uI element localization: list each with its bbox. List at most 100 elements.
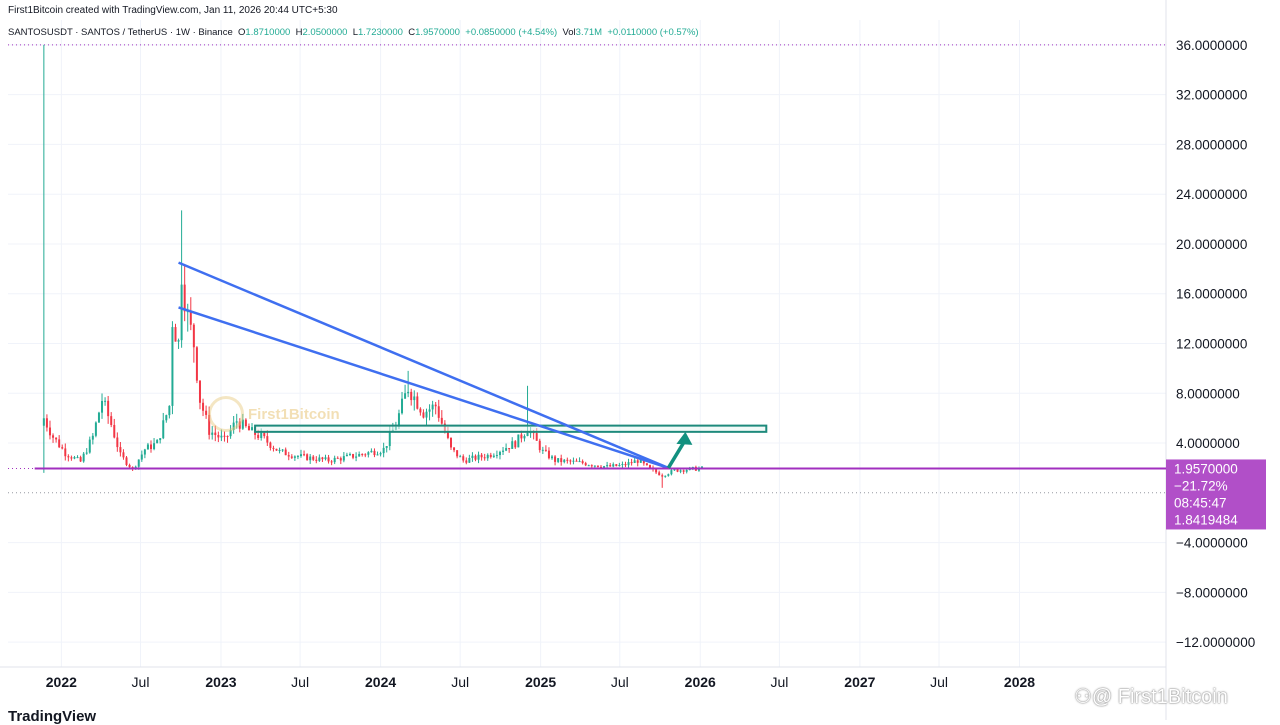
- candle-body: [514, 441, 517, 448]
- candle-body: [404, 393, 407, 399]
- candle-body: [498, 451, 501, 456]
- candle-body: [76, 457, 79, 459]
- candle-body: [192, 324, 195, 348]
- candle-body: [137, 459, 140, 467]
- candle-body: [189, 311, 192, 325]
- candle-body: [673, 469, 676, 471]
- candle-body: [468, 457, 471, 463]
- candle-body: [64, 448, 67, 457]
- candle-body: [220, 435, 223, 438]
- candle-body: [358, 454, 361, 457]
- candle-body: [263, 432, 266, 437]
- candle-body: [208, 414, 211, 435]
- candle-body: [544, 449, 547, 451]
- candle-body: [309, 456, 312, 461]
- candle-body: [156, 440, 159, 444]
- high-label: H: [295, 27, 303, 38]
- candle-body: [511, 441, 514, 449]
- time-tick-label: 2025: [525, 674, 556, 690]
- candle-body: [214, 432, 217, 436]
- candle-body: [425, 411, 428, 418]
- candle-body: [474, 455, 477, 460]
- candle-body: [615, 464, 618, 467]
- breakout-arrow: [666, 438, 687, 469]
- symbol-info[interactable]: SANTOSUSDT · SANTOS / TetherUS · 1W · Bi…: [8, 27, 233, 38]
- candle-body: [505, 448, 508, 451]
- candle-body: [624, 464, 627, 466]
- change-value: +0.0850000 (+4.54%): [465, 27, 558, 38]
- candle-body: [593, 465, 596, 467]
- candle-body: [281, 449, 284, 451]
- candle-body: [202, 402, 205, 411]
- candle-body: [599, 466, 602, 468]
- trendline: [178, 306, 669, 470]
- candle-body: [428, 409, 431, 412]
- candle-body: [293, 456, 296, 458]
- candle-body: [88, 439, 91, 453]
- candle-body: [177, 340, 180, 342]
- close-value: 1.9570000: [415, 27, 460, 38]
- candle-body: [596, 465, 599, 467]
- candle-body: [606, 465, 609, 467]
- candle-body: [578, 461, 581, 463]
- price-tick-label: 24.0000000: [1176, 187, 1247, 202]
- price-tick-label: 12.0000000: [1176, 337, 1247, 352]
- candle-body: [459, 456, 462, 458]
- candle-body: [554, 456, 557, 462]
- candle-body: [446, 431, 449, 438]
- candle-body: [682, 470, 685, 472]
- candle-body: [364, 454, 367, 456]
- candle-body: [480, 454, 483, 458]
- candle-body: [495, 455, 498, 457]
- candle-body: [52, 435, 55, 438]
- candle-body: [630, 462, 633, 464]
- price-tick-label: 32.0000000: [1176, 88, 1247, 103]
- candle-body: [410, 391, 413, 401]
- price-tick-label: 8.0000000: [1176, 386, 1240, 401]
- candle-body: [416, 396, 419, 409]
- candle-body: [244, 419, 247, 427]
- candle-body: [73, 457, 76, 459]
- candles: [42, 44, 704, 488]
- candle-body: [492, 455, 495, 457]
- low-value: 1.7230000: [357, 27, 403, 38]
- candle-body: [523, 436, 526, 439]
- candle-body: [223, 435, 226, 437]
- candle-body: [367, 452, 370, 455]
- candle-body: [315, 459, 318, 461]
- candle-body: [159, 438, 162, 441]
- candle-body: [269, 442, 272, 448]
- candle-body: [370, 450, 373, 453]
- candle-body: [609, 465, 612, 467]
- candle-body: [355, 456, 358, 458]
- candle-body: [547, 450, 550, 459]
- candle-body: [85, 452, 88, 454]
- candle-body: [70, 457, 73, 459]
- symbol-legend: SANTOSUSDT · SANTOS / TetherUS · 1W · Bi…: [8, 27, 699, 38]
- price-axis: 36.0000000 32.0000000 28.0000000 24.0000000…: [1166, 38, 1266, 650]
- candle-body: [226, 435, 229, 437]
- candle-body: [477, 454, 480, 460]
- candle-body: [440, 417, 443, 424]
- last-change-value: −21.72%: [1174, 478, 1228, 493]
- candle-body: [116, 437, 119, 448]
- candle-body: [465, 460, 468, 463]
- time-tick-label: 2028: [1004, 674, 1035, 690]
- price-tick-label: 4.0000000: [1176, 436, 1240, 451]
- volume-value: 3.71M: [575, 27, 603, 38]
- candle-body: [526, 432, 529, 437]
- candle-body: [58, 439, 61, 448]
- candle-body: [125, 457, 128, 465]
- drawings: [34, 261, 1166, 470]
- candle-body: [339, 458, 342, 461]
- candle-body: [388, 431, 391, 447]
- tradingview-logo[interactable]: TradingView: [8, 708, 96, 725]
- tradingview-logo-text: TradingView: [8, 708, 97, 725]
- candle-body: [462, 456, 465, 461]
- candle-body: [413, 396, 416, 401]
- candle-body: [352, 454, 355, 458]
- candle-body: [195, 347, 198, 381]
- watermark-text: First1Bitcoin: [248, 406, 340, 423]
- candle-body: [670, 470, 673, 475]
